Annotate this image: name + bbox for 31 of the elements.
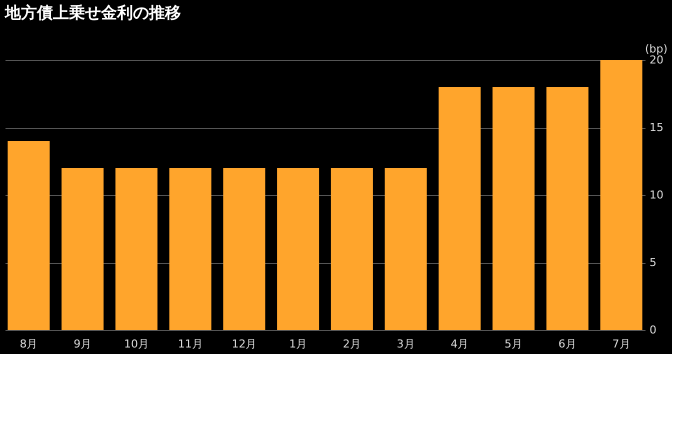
- bar: [438, 87, 481, 330]
- y-tick-label: 10: [650, 188, 664, 202]
- x-tick-label: 5月: [504, 338, 523, 350]
- bar: [115, 168, 158, 330]
- y-tick-label: 0: [650, 324, 656, 336]
- x-tick-label: 9月: [74, 338, 92, 350]
- x-tick-label: 3月: [396, 338, 415, 350]
- x-tick-label: 12月: [232, 338, 257, 350]
- bar: [492, 87, 535, 330]
- x-tick-label: 7月: [612, 338, 630, 350]
- x-tick-label: 1月: [289, 338, 308, 350]
- bar: [330, 168, 373, 330]
- bar: [8, 141, 50, 330]
- bar: [62, 168, 104, 330]
- bar: [546, 87, 588, 330]
- bar: [384, 168, 427, 330]
- x-tick-label: 10月: [124, 338, 149, 350]
- chart-title: 地方債上乗せ金利の推移: [4, 3, 181, 22]
- y-axis-title: (bp): [644, 42, 668, 56]
- x-tick-label: 8月: [20, 338, 38, 350]
- x-tick-label: 6月: [558, 338, 576, 350]
- bar: [277, 168, 320, 330]
- y-tick-label: 5: [650, 256, 656, 269]
- bar: [223, 168, 266, 330]
- x-tick-label: 11月: [178, 338, 203, 350]
- bar: [169, 168, 212, 330]
- y-tick-label: 20: [650, 54, 664, 66]
- x-tick-label: 2月: [342, 338, 361, 350]
- bar: [600, 60, 642, 330]
- y-tick-label: 15: [650, 121, 664, 134]
- x-tick-label: 4月: [450, 338, 469, 350]
